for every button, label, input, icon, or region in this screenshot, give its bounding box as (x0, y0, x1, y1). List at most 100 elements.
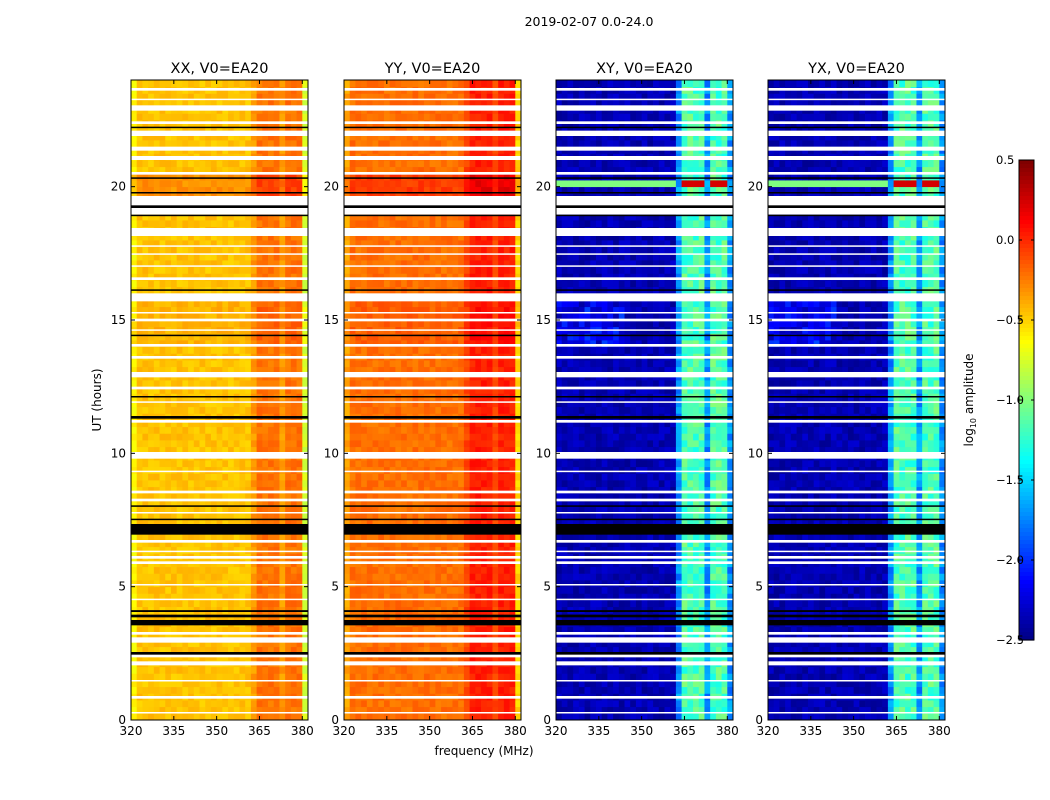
heatmap-cell (486, 533, 493, 541)
heatmap-cell (458, 686, 465, 694)
heatmap-cell (182, 500, 189, 508)
heatmap-cell (296, 486, 303, 494)
heatmap-cell (486, 513, 493, 521)
heatmap-cell (193, 673, 200, 681)
heatmap-cell (182, 580, 189, 588)
heatmap-cell (285, 240, 292, 248)
heatmap-cell (285, 686, 292, 694)
heatmap-cell (344, 420, 351, 428)
heatmap-cell (366, 680, 373, 688)
heatmap-cell (222, 320, 229, 328)
heatmap-cell (256, 460, 263, 468)
heatmap-cell (366, 433, 373, 441)
heatmap-cell (142, 440, 149, 448)
heatmap-cell (148, 246, 155, 254)
heatmap-cell (446, 473, 453, 481)
heatmap-cell (469, 633, 476, 641)
heatmap-cell (136, 380, 143, 388)
heatmap-cell (395, 680, 402, 688)
x-tick-label: 350 (205, 724, 228, 738)
heatmap-cell (361, 400, 368, 408)
heatmap-cell (458, 366, 465, 374)
heatmap-cell (486, 586, 493, 594)
heatmap-cell (475, 440, 482, 448)
heatmap-cell (349, 446, 356, 454)
heatmap-cell (279, 500, 286, 508)
heatmap-cell (193, 320, 200, 328)
heatmap-cell (159, 600, 166, 608)
heatmap-cell (435, 513, 442, 521)
heatmap-cell (216, 540, 223, 548)
heatmap-cell (435, 666, 442, 674)
heatmap-cell (131, 486, 138, 494)
heatmap-cell (486, 433, 493, 441)
heatmap-cell (233, 173, 240, 181)
heatmap-cell (170, 186, 178, 194)
heatmap-cell (148, 686, 155, 694)
heatmap-cell (372, 320, 379, 328)
heatmap-cell (153, 386, 160, 394)
heatmap-cell (344, 573, 351, 581)
heatmap-cell (250, 346, 258, 354)
heatmap-cell (233, 280, 240, 288)
heatmap-cell (498, 493, 505, 501)
heatmap-cell (170, 160, 178, 168)
heatmap-cell (418, 333, 425, 341)
heatmap-cell (429, 306, 436, 314)
heatmap-cell (131, 160, 138, 168)
heatmap-cell (279, 493, 286, 501)
heatmap-cell (222, 540, 229, 548)
heatmap-cell (344, 626, 351, 634)
heatmap-cell (250, 673, 258, 681)
heatmap-cell (250, 406, 258, 414)
heatmap-cell (429, 573, 436, 581)
heatmap-cell (296, 400, 303, 408)
flagged-row (131, 696, 308, 699)
heatmap-cell (228, 93, 235, 101)
heatmap-cell (509, 433, 516, 441)
heatmap-cell (199, 420, 206, 428)
heatmap-cell (239, 626, 246, 634)
heatmap-cell (136, 540, 143, 548)
heatmap-cell (355, 673, 362, 681)
heatmap-cell (199, 466, 206, 474)
heatmap-cell (210, 300, 218, 308)
heatmap-cell (285, 186, 292, 194)
heatmap-cell (452, 520, 459, 528)
heatmap-cell (406, 700, 413, 708)
heatmap-cell (503, 473, 510, 481)
heatmap-cell (222, 566, 229, 574)
heatmap-cell (216, 160, 223, 168)
heatmap-cell (239, 573, 246, 581)
heatmap-cell (176, 140, 183, 148)
heatmap-cell (435, 433, 442, 441)
heatmap-cell (285, 513, 292, 521)
heatmap-cell (233, 640, 240, 648)
heatmap-cell (256, 280, 263, 288)
heatmap-cell (222, 400, 229, 408)
heatmap-cell (406, 366, 413, 374)
heatmap-cell (268, 93, 275, 101)
heatmap-cell (355, 433, 362, 441)
heatmap-cell (441, 586, 448, 594)
heatmap-cell (250, 313, 258, 321)
heatmap-cell (361, 640, 368, 648)
black-row (131, 289, 308, 291)
heatmap-cell (170, 173, 178, 181)
heatmap-cell (458, 680, 465, 688)
heatmap-cell (361, 360, 368, 368)
heatmap-cell (503, 546, 510, 554)
heatmap-cell (344, 480, 351, 488)
heatmap-cell (378, 406, 385, 414)
heatmap-cell (199, 406, 206, 414)
heatmap-cell (159, 133, 166, 141)
heatmap-cell (210, 186, 218, 194)
black-row (131, 205, 308, 208)
heatmap-cell (446, 713, 453, 721)
heatmap-cell (268, 100, 275, 108)
heatmap-cell (176, 240, 183, 248)
heatmap-cell (302, 173, 309, 181)
heatmap-cell (136, 140, 143, 148)
heatmap-cell (273, 100, 280, 108)
